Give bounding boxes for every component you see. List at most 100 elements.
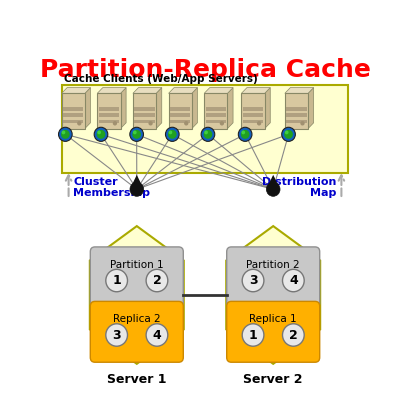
- Polygon shape: [62, 87, 90, 93]
- FancyBboxPatch shape: [206, 107, 226, 111]
- Text: Cluster
Membership: Cluster Membership: [73, 177, 150, 198]
- Circle shape: [97, 130, 105, 139]
- Circle shape: [113, 121, 117, 126]
- FancyBboxPatch shape: [99, 114, 119, 117]
- Circle shape: [282, 127, 295, 141]
- Circle shape: [241, 130, 250, 139]
- Circle shape: [282, 324, 304, 346]
- Circle shape: [300, 121, 305, 126]
- Polygon shape: [228, 87, 233, 129]
- Text: Cache Clients (Web/App Servers): Cache Clients (Web/App Servers): [64, 74, 258, 84]
- FancyBboxPatch shape: [134, 107, 155, 111]
- Circle shape: [106, 324, 128, 346]
- Polygon shape: [97, 87, 126, 93]
- FancyBboxPatch shape: [286, 120, 306, 123]
- FancyBboxPatch shape: [62, 93, 85, 129]
- Polygon shape: [192, 87, 198, 129]
- FancyBboxPatch shape: [170, 114, 190, 117]
- FancyBboxPatch shape: [97, 93, 120, 129]
- Circle shape: [77, 121, 82, 126]
- FancyBboxPatch shape: [227, 301, 320, 362]
- FancyBboxPatch shape: [134, 114, 155, 117]
- Text: Partition 1: Partition 1: [110, 260, 164, 270]
- Polygon shape: [265, 87, 270, 129]
- Circle shape: [242, 131, 245, 134]
- Polygon shape: [285, 87, 314, 93]
- Text: Partition-Replica Cache: Partition-Replica Cache: [40, 58, 370, 82]
- Polygon shape: [156, 87, 162, 129]
- FancyBboxPatch shape: [204, 93, 228, 129]
- Circle shape: [58, 127, 72, 141]
- Polygon shape: [120, 87, 126, 129]
- Circle shape: [257, 121, 261, 126]
- Circle shape: [106, 269, 128, 292]
- FancyBboxPatch shape: [63, 120, 83, 123]
- FancyBboxPatch shape: [63, 107, 83, 111]
- Text: 1: 1: [112, 274, 121, 287]
- Circle shape: [94, 127, 108, 141]
- Circle shape: [238, 127, 252, 141]
- FancyBboxPatch shape: [206, 120, 226, 123]
- Circle shape: [220, 121, 224, 126]
- Polygon shape: [168, 87, 198, 93]
- FancyBboxPatch shape: [227, 247, 320, 308]
- FancyBboxPatch shape: [63, 114, 83, 117]
- Text: 4: 4: [152, 329, 161, 342]
- Circle shape: [148, 121, 153, 126]
- FancyBboxPatch shape: [90, 301, 183, 362]
- Circle shape: [242, 269, 264, 292]
- Text: Server 1: Server 1: [107, 374, 166, 386]
- Circle shape: [62, 131, 65, 134]
- Text: 3: 3: [249, 274, 257, 287]
- Text: Replica 1: Replica 1: [249, 314, 297, 324]
- Polygon shape: [308, 87, 314, 129]
- Polygon shape: [132, 175, 142, 184]
- Circle shape: [168, 130, 177, 139]
- Circle shape: [204, 130, 212, 139]
- FancyBboxPatch shape: [168, 93, 192, 129]
- Polygon shape: [90, 226, 184, 364]
- Polygon shape: [226, 226, 320, 364]
- Circle shape: [284, 130, 293, 139]
- Circle shape: [184, 121, 188, 126]
- Circle shape: [282, 269, 304, 292]
- Circle shape: [133, 131, 137, 134]
- FancyBboxPatch shape: [170, 107, 190, 111]
- Circle shape: [146, 324, 168, 346]
- Circle shape: [266, 182, 280, 196]
- FancyBboxPatch shape: [285, 93, 308, 129]
- FancyBboxPatch shape: [206, 114, 226, 117]
- Circle shape: [201, 127, 215, 141]
- Polygon shape: [242, 87, 270, 93]
- Polygon shape: [268, 175, 278, 184]
- Circle shape: [168, 131, 172, 134]
- FancyBboxPatch shape: [133, 93, 156, 129]
- Text: 4: 4: [289, 274, 298, 287]
- Circle shape: [204, 131, 208, 134]
- FancyBboxPatch shape: [243, 114, 263, 117]
- Polygon shape: [85, 87, 90, 129]
- FancyBboxPatch shape: [90, 247, 183, 308]
- FancyBboxPatch shape: [62, 85, 348, 173]
- FancyBboxPatch shape: [134, 120, 155, 123]
- FancyBboxPatch shape: [170, 120, 190, 123]
- FancyBboxPatch shape: [99, 107, 119, 111]
- FancyBboxPatch shape: [243, 107, 263, 111]
- Text: 2: 2: [289, 329, 298, 342]
- Polygon shape: [133, 87, 162, 93]
- FancyBboxPatch shape: [286, 107, 306, 111]
- Text: Server 2: Server 2: [244, 374, 303, 386]
- Text: Distribution
Map: Distribution Map: [262, 177, 337, 198]
- Circle shape: [130, 127, 144, 141]
- Circle shape: [61, 130, 70, 139]
- FancyBboxPatch shape: [286, 114, 306, 117]
- Text: Partition 2: Partition 2: [246, 260, 300, 270]
- Circle shape: [130, 182, 144, 196]
- Text: 3: 3: [112, 329, 121, 342]
- Text: Replica 2: Replica 2: [113, 314, 161, 324]
- Circle shape: [285, 131, 288, 134]
- Circle shape: [166, 127, 179, 141]
- Circle shape: [146, 269, 168, 292]
- Circle shape: [132, 130, 141, 139]
- Polygon shape: [204, 87, 233, 93]
